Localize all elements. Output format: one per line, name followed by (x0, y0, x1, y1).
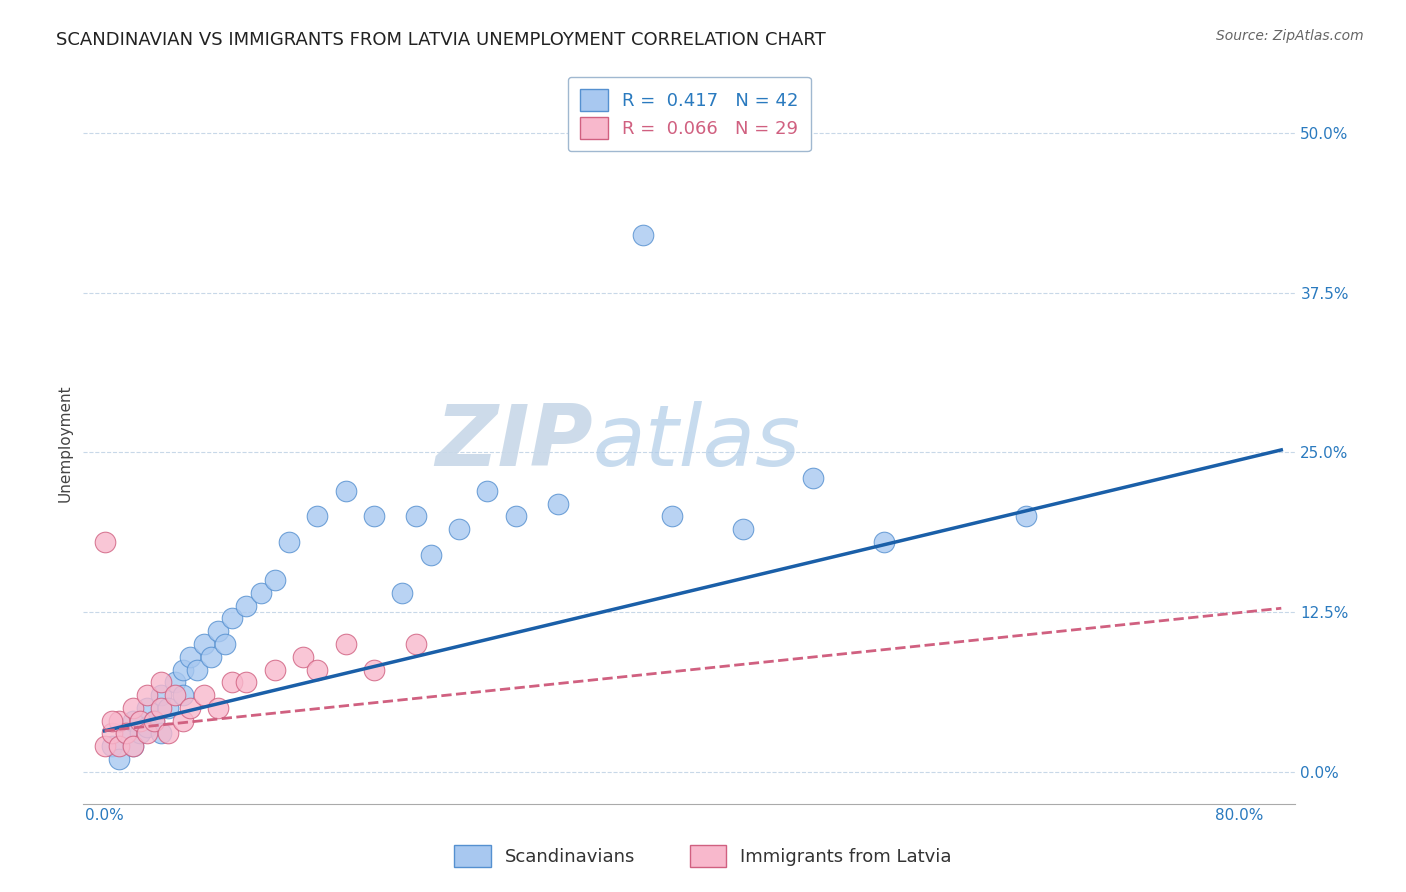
Y-axis label: Unemployment: Unemployment (58, 384, 72, 501)
Point (235, 675, 257, 690)
Point (150, 701, 173, 715)
Point (136, 688, 159, 702)
Point (661, 509, 683, 524)
Legend: R =  0.417   N = 42, R =  0.066   N = 29: R = 0.417 N = 42, R = 0.066 N = 29 (568, 77, 811, 152)
Point (363, 663, 385, 677)
Point (263, 573, 285, 587)
Point (93, 534, 115, 549)
Point (235, 599, 257, 613)
Point (129, 714, 152, 728)
Text: SCANDINAVIAN VS IMMIGRANTS FROM LATVIA UNEMPLOYMENT CORRELATION CHART: SCANDINAVIAN VS IMMIGRANTS FROM LATVIA U… (56, 31, 825, 49)
Point (107, 752, 129, 766)
Point (221, 675, 243, 690)
Text: ZIP: ZIP (434, 401, 592, 484)
Point (122, 714, 145, 728)
Point (207, 701, 229, 715)
Point (93, 739, 115, 753)
Point (100, 726, 122, 740)
Point (405, 509, 427, 524)
Point (165, 688, 187, 702)
Point (107, 739, 129, 753)
Point (150, 726, 173, 740)
Point (447, 522, 470, 536)
Point (263, 663, 285, 677)
Point (277, 534, 299, 549)
Point (114, 726, 136, 740)
Point (157, 726, 180, 740)
Point (193, 688, 215, 702)
Legend: Scandinavians, Immigrants from Latvia: Scandinavians, Immigrants from Latvia (447, 838, 959, 874)
Text: Source: ZipAtlas.com: Source: ZipAtlas.com (1216, 29, 1364, 43)
Point (803, 471, 825, 485)
Point (179, 701, 201, 715)
Point (129, 726, 152, 740)
Point (193, 637, 215, 651)
Point (207, 624, 229, 639)
Point (477, 483, 499, 498)
Point (307, 509, 329, 524)
Point (157, 701, 180, 715)
Point (405, 637, 427, 651)
Point (136, 701, 159, 715)
Point (114, 726, 136, 740)
Point (633, 228, 655, 243)
Point (731, 522, 754, 536)
Point (363, 509, 385, 524)
Point (143, 714, 166, 728)
Point (143, 714, 166, 728)
Point (100, 714, 122, 728)
Point (172, 663, 194, 677)
Point (547, 497, 569, 511)
Point (186, 663, 208, 677)
Point (107, 714, 129, 728)
Point (292, 649, 315, 664)
Point (179, 649, 201, 664)
Point (100, 739, 122, 753)
Point (122, 701, 145, 715)
Point (307, 663, 329, 677)
Point (172, 688, 194, 702)
Point (214, 637, 236, 651)
Point (335, 483, 357, 498)
Point (122, 739, 145, 753)
Point (150, 675, 173, 690)
Point (391, 586, 413, 600)
Point (419, 548, 441, 562)
Point (335, 637, 357, 651)
Point (172, 714, 194, 728)
Point (200, 649, 222, 664)
Point (1015, 509, 1038, 524)
Point (873, 534, 896, 549)
Point (150, 688, 173, 702)
Point (165, 675, 187, 690)
Point (136, 720, 159, 734)
Point (122, 739, 145, 753)
Point (249, 586, 271, 600)
Text: atlas: atlas (592, 401, 800, 484)
Point (221, 611, 243, 625)
Point (505, 509, 527, 524)
Point (136, 726, 159, 740)
